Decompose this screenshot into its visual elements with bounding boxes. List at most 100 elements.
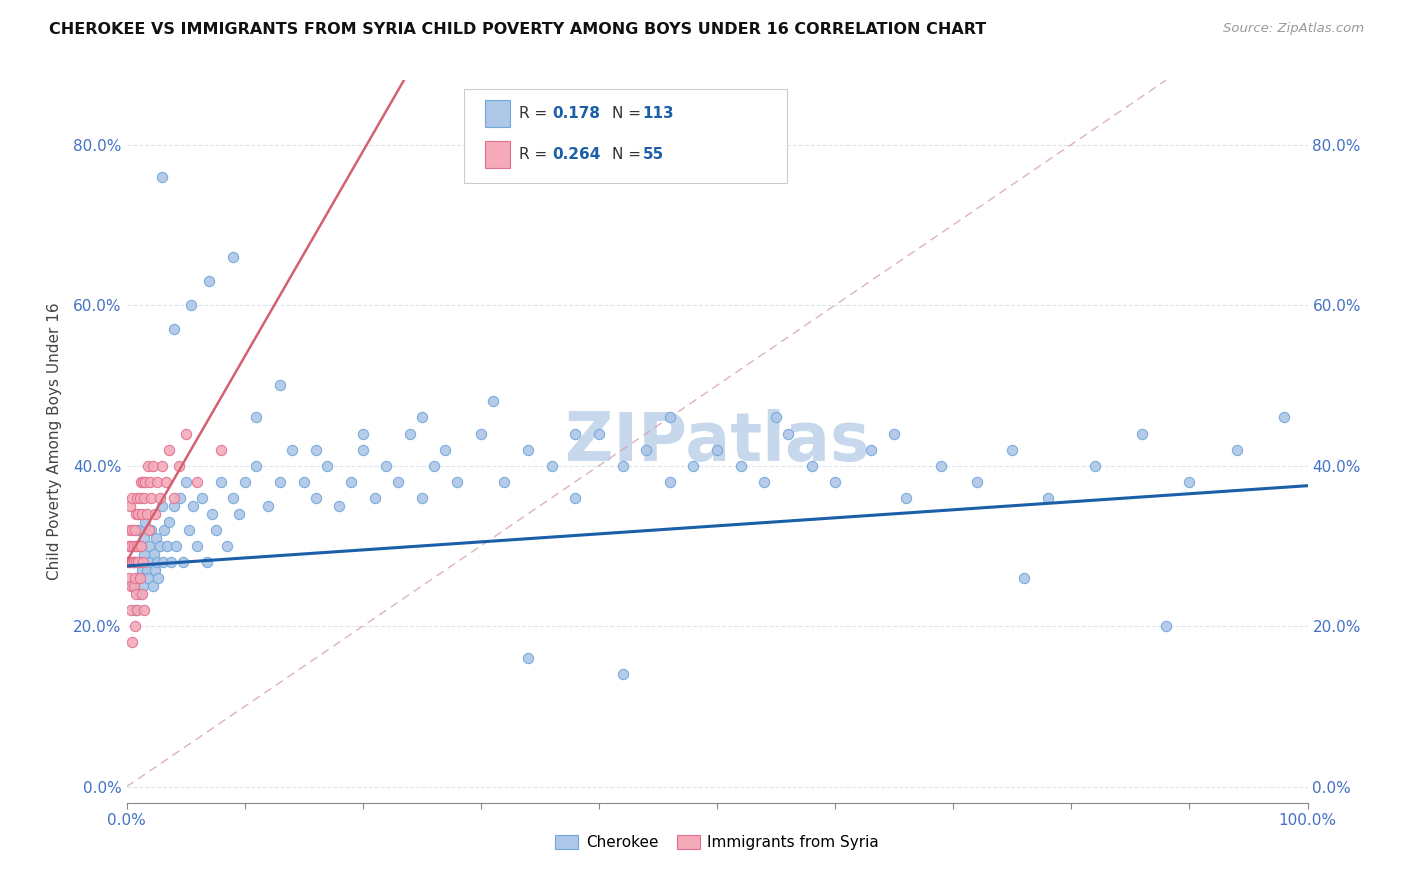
Point: [139, 475, 162, 489]
Point: [150, 169, 173, 184]
Point: [167, 458, 190, 473]
Point: [215, 539, 238, 553]
Point: [157, 515, 180, 529]
Text: CHEROKEE VS IMMIGRANTS FROM SYRIA CHILD POVERTY AMONG BOYS UNDER 16 CORRELATION : CHEROKEE VS IMMIGRANTS FROM SYRIA CHILD …: [49, 22, 987, 37]
Point: [375, 458, 398, 473]
Text: R =: R =: [519, 106, 557, 120]
Point: [800, 458, 823, 473]
Point: [163, 491, 186, 505]
Point: [1178, 475, 1201, 489]
Point: [146, 475, 169, 489]
Point: [612, 667, 634, 681]
Point: [195, 555, 218, 569]
Point: [180, 298, 202, 312]
Point: [281, 442, 304, 457]
Point: [181, 499, 204, 513]
Point: [142, 547, 165, 561]
Point: [125, 507, 148, 521]
Point: [446, 475, 468, 489]
Point: [127, 555, 149, 569]
Point: [706, 442, 728, 457]
Point: [352, 442, 374, 457]
Point: [658, 410, 681, 425]
Point: [859, 442, 882, 457]
Point: [132, 475, 155, 489]
Point: [1084, 458, 1107, 473]
Point: [141, 458, 163, 473]
Point: [121, 523, 143, 537]
Point: [233, 475, 256, 489]
Point: [316, 458, 339, 473]
Point: [138, 523, 160, 537]
Point: [146, 555, 169, 569]
Point: [200, 507, 222, 521]
Point: [127, 603, 149, 617]
Point: [136, 458, 159, 473]
Point: [134, 475, 156, 489]
Point: [152, 555, 174, 569]
Point: [209, 442, 232, 457]
Point: [245, 458, 267, 473]
Point: [222, 250, 245, 264]
Text: N =: N =: [612, 147, 651, 161]
Point: [636, 442, 658, 457]
Point: [179, 523, 201, 537]
Point: [411, 410, 433, 425]
Point: [481, 394, 503, 409]
Point: [730, 458, 752, 473]
Point: [124, 603, 146, 617]
Point: [135, 507, 157, 521]
Point: [222, 491, 245, 505]
Point: [174, 475, 197, 489]
Point: [127, 539, 149, 553]
Point: [1012, 571, 1035, 585]
Point: [120, 579, 142, 593]
Point: [150, 499, 173, 513]
Point: [127, 491, 149, 505]
Point: [125, 587, 148, 601]
Point: [966, 475, 988, 489]
Point: [134, 531, 156, 545]
Point: [145, 531, 167, 545]
Point: [540, 458, 562, 473]
Point: [304, 491, 326, 505]
Point: [121, 579, 143, 593]
Point: [139, 555, 162, 569]
Point: [163, 322, 186, 336]
Point: [129, 539, 152, 553]
Point: [894, 491, 917, 505]
Point: [124, 619, 146, 633]
Point: [174, 426, 197, 441]
Point: [1154, 619, 1177, 633]
Point: [517, 442, 540, 457]
Point: [494, 475, 516, 489]
Point: [127, 507, 149, 521]
Point: [148, 571, 170, 585]
Point: [186, 475, 208, 489]
Point: [120, 539, 142, 553]
Point: [128, 587, 150, 601]
Point: [387, 475, 409, 489]
Point: [122, 539, 145, 553]
Point: [141, 491, 163, 505]
Point: [117, 555, 139, 569]
Point: [150, 458, 173, 473]
Point: [754, 475, 776, 489]
Point: [125, 555, 148, 569]
Point: [149, 539, 172, 553]
Point: [143, 507, 166, 521]
Point: [136, 571, 159, 585]
Point: [1130, 426, 1153, 441]
Point: [132, 579, 155, 593]
Point: [198, 274, 221, 288]
Point: [124, 571, 146, 585]
Text: 0.178: 0.178: [553, 106, 600, 120]
Point: [121, 635, 143, 649]
Point: [883, 426, 905, 441]
Point: [257, 499, 280, 513]
Point: [143, 563, 166, 577]
Text: 113: 113: [643, 106, 673, 120]
Point: [434, 442, 457, 457]
Point: [122, 555, 145, 569]
Point: [517, 651, 540, 665]
